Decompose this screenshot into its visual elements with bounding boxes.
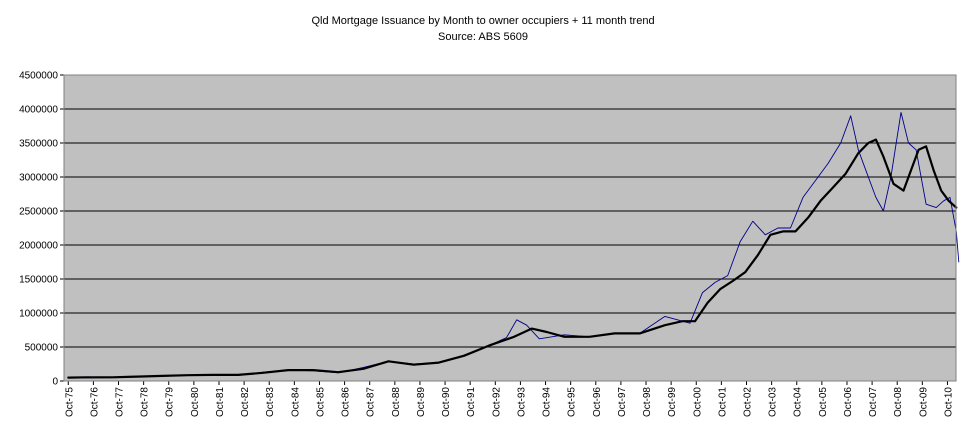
plot-area	[64, 75, 956, 381]
x-tick-label: Oct-92	[491, 387, 502, 417]
x-tick-label: Oct-90	[441, 387, 452, 417]
chart-subtitle: Source: ABS 5609	[438, 31, 528, 43]
x-tick-label: Oct-76	[89, 387, 100, 417]
x-tick-label: Oct-05	[818, 387, 829, 417]
x-tick-label: Oct-94	[542, 387, 553, 417]
y-tick-label: 4500000	[19, 71, 58, 82]
x-tick-label: Oct-81	[215, 387, 226, 417]
x-tick-label: Oct-91	[466, 387, 477, 417]
x-tick-label: Oct-01	[717, 387, 728, 417]
x-tick-label: Oct-00	[692, 387, 703, 417]
x-tick-label: Oct-87	[366, 387, 377, 417]
y-tick-label: 3500000	[19, 139, 58, 150]
x-tick-label: Oct-93	[516, 387, 527, 417]
y-tick-label: 1000000	[19, 309, 58, 320]
x-tick-label: Oct-80	[190, 387, 201, 417]
chart-title: Qld Mortgage Issuance by Month to owner …	[311, 15, 654, 27]
x-tick-label: Oct-95	[567, 387, 578, 417]
x-tick-label: Oct-79	[165, 387, 176, 417]
y-tick-label: 4000000	[19, 105, 58, 116]
x-tick-label: Oct-78	[140, 387, 151, 417]
x-tick-label: Oct-09	[918, 387, 929, 417]
plot-frame	[63, 74, 957, 382]
y-axis: 0 500000 1000000 1500000 2000000 2500000 30000…	[19, 71, 65, 388]
x-tick-label: Oct-07	[868, 387, 879, 417]
y-tick-label: 0	[52, 377, 58, 388]
x-tick-label: Oct-85	[315, 387, 326, 417]
x-tick-label: Oct-89	[416, 387, 427, 417]
x-tick-label: Oct-06	[843, 387, 854, 417]
x-tick-label: Oct-99	[667, 387, 678, 417]
y-tick-label: 1500000	[19, 275, 58, 286]
x-tick-label: Oct-10	[943, 387, 954, 417]
y-tick-label: 3000000	[19, 173, 58, 184]
y-tick-label: 2500000	[19, 207, 58, 218]
x-tick-label: Oct-84	[290, 387, 301, 417]
x-tick-label: Oct-03	[768, 387, 779, 417]
y-tick-label: 500000	[25, 343, 59, 354]
x-tick-label: Oct-02	[743, 387, 754, 417]
x-tick-label: Oct-83	[265, 387, 276, 417]
x-tick-label: Oct-82	[240, 387, 251, 417]
y-tick-label: 2000000	[19, 241, 58, 252]
x-axis: Oct-75 Oct-76 Oct-77 Oct-78 Oct-79 Oct-80 Oct-…	[64, 380, 956, 417]
x-tick-label: Oct-86	[341, 387, 352, 417]
trend-line	[67, 138, 958, 379]
x-tick-label: Oct-77	[115, 387, 126, 417]
x-tick-label: Oct-75	[64, 387, 75, 417]
x-tick-label: Oct-04	[793, 387, 804, 417]
x-tick-label: Oct-08	[893, 387, 904, 417]
x-tick-label: Oct-98	[642, 387, 653, 417]
x-tick-label: Oct-88	[391, 387, 402, 417]
series-layer	[67, 111, 960, 379]
x-tick-label: Oct-97	[617, 387, 628, 417]
x-tick-label: Oct-96	[592, 387, 603, 417]
